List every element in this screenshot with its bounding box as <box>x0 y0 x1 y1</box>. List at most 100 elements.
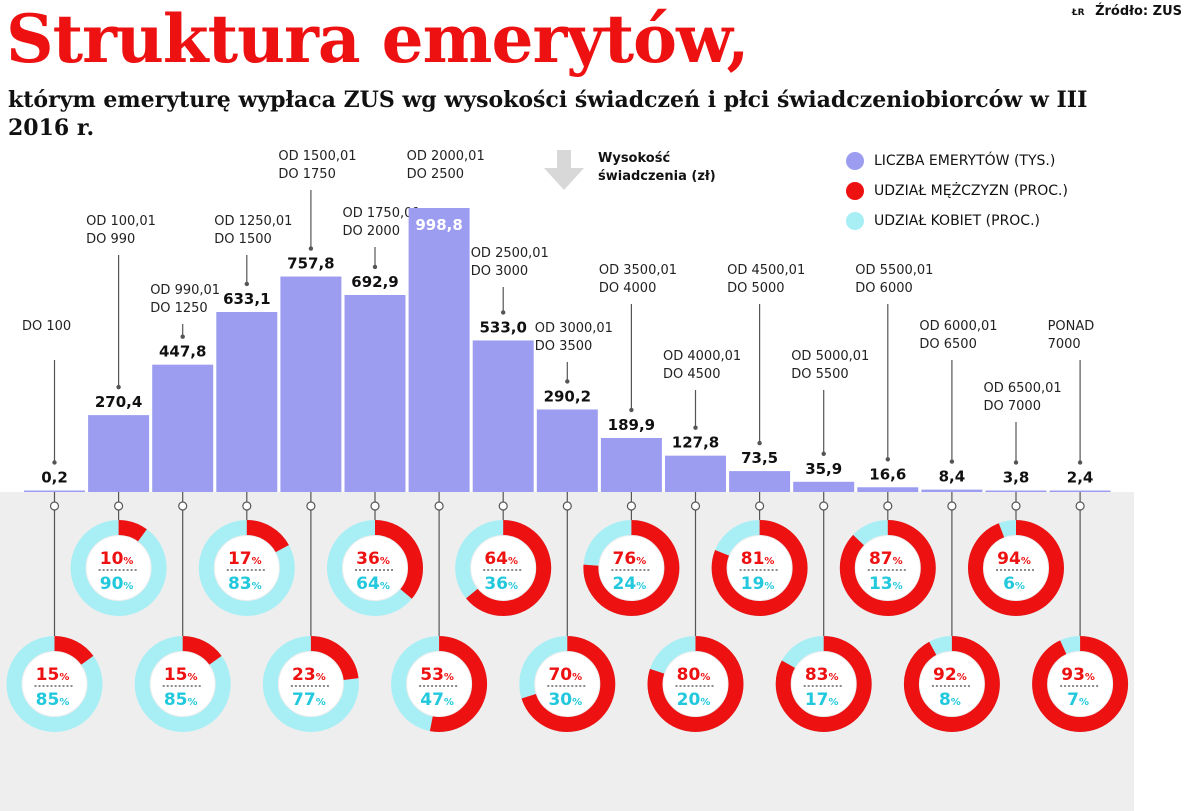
category-label: DO 2000 <box>343 224 400 239</box>
category-label: OD 2000,01 <box>407 149 485 164</box>
donut-hole <box>22 652 87 716</box>
bar-value-label: 73,5 <box>741 449 778 467</box>
category-label: DO 7000 <box>984 399 1041 414</box>
category-label: DO 6500 <box>919 337 976 352</box>
donut-men <box>391 636 488 732</box>
page-subtitle: którym emeryturę wypłaca ZUS wg wysokośc… <box>8 87 1088 141</box>
leader-dot <box>1013 460 1019 465</box>
category-label: DO 4500 <box>663 367 720 382</box>
bar-value-label: 127,8 <box>672 434 719 452</box>
leader-dot <box>629 407 634 413</box>
donut-hole <box>407 652 472 716</box>
legend-label-men: UDZIAŁ MĘŻCZYZN (PROC.) <box>874 183 1068 199</box>
connector-dot <box>562 501 572 511</box>
category-label: OD 5500,01 <box>855 263 933 278</box>
leader-dot <box>1077 460 1083 465</box>
bar-value-label: 270,4 <box>95 393 142 411</box>
category-label: PONAD <box>1048 319 1095 334</box>
donut-men <box>134 636 231 732</box>
source-text: Źródło: ZUS <box>1095 4 1182 19</box>
leader-dot <box>52 460 57 465</box>
leader-dot <box>308 246 314 251</box>
donut-hole <box>86 536 151 600</box>
category-label: OD 6500,01 <box>984 381 1062 396</box>
leader-dot <box>244 281 249 287</box>
donut-men <box>6 636 103 732</box>
category-label: DO 6000 <box>855 281 912 296</box>
bar-value-label: 447,8 <box>159 343 206 361</box>
category-label: DO 4000 <box>599 281 656 296</box>
connector-dot <box>754 501 765 511</box>
leader-dot <box>180 334 185 339</box>
bar-value-label: 0,2 <box>41 469 68 487</box>
bar <box>985 490 1047 492</box>
category-label: OD 2500,01 <box>471 246 549 261</box>
legend-swatch-men <box>846 182 864 200</box>
bar-value-label: 757,8 <box>287 255 334 273</box>
category-label: DO 1750 <box>278 167 335 182</box>
category-label: OD 6000,01 <box>919 319 997 334</box>
bar-value-label: 35,9 <box>805 460 842 478</box>
benefit-height-label-line1: Wysokość <box>598 151 671 166</box>
legend-label-women: UDZIAŁ KOBIET (PROC.) <box>874 213 1040 229</box>
bar-value-label: 633,1 <box>223 290 270 308</box>
leader-dot <box>885 457 890 462</box>
donut-men <box>711 520 808 616</box>
source-credit: ŁR Źródło: ZUS <box>1072 4 1182 19</box>
legend: LICZBA EMERYTÓW (TYS.) UDZIAŁ MĘŻCZYZN (… <box>846 146 1068 236</box>
donut-men <box>647 636 744 732</box>
leader-dot <box>565 379 570 384</box>
connector-dot <box>498 501 508 511</box>
donut-hole <box>1048 652 1113 716</box>
bar <box>793 481 855 492</box>
bar-value-label: 290,2 <box>544 387 591 405</box>
connector-dot <box>434 501 444 511</box>
bar-value-label: 998,8 <box>415 216 462 234</box>
donut-hole <box>984 536 1048 600</box>
category-label: OD 3500,01 <box>599 263 677 278</box>
donut-hole <box>727 536 792 600</box>
donut-men <box>775 636 872 732</box>
bar <box>152 364 214 492</box>
bar <box>88 415 150 492</box>
legend-label-count: LICZBA EMERYTÓW (TYS.) <box>874 153 1056 169</box>
donut-men <box>262 636 359 732</box>
category-label: DO 1250 <box>150 301 207 316</box>
bar-value-label: 2,4 <box>1067 469 1094 487</box>
donut-men <box>455 520 552 616</box>
category-label: OD 4500,01 <box>727 263 805 278</box>
bar <box>472 340 534 492</box>
bar-value-label: 189,9 <box>608 416 655 434</box>
bar <box>921 489 983 492</box>
leader-dot <box>949 459 955 464</box>
donut-hole <box>663 652 728 716</box>
donut-hole <box>535 652 600 716</box>
donut-men <box>519 636 616 732</box>
bar <box>665 455 726 492</box>
donut-men <box>839 520 936 616</box>
category-label: OD 3000,01 <box>535 321 613 336</box>
category-label: DO 2500 <box>407 167 464 182</box>
bar <box>216 311 278 492</box>
legend-item-men: UDZIAŁ MĘŻCZYZN (PROC.) <box>846 176 1068 206</box>
donut-men <box>198 520 295 616</box>
connector-dot <box>1011 501 1021 511</box>
bar <box>408 208 470 492</box>
connector-dot <box>113 501 124 511</box>
connector-dot <box>49 501 60 511</box>
leader-dot <box>821 451 826 456</box>
bar <box>280 276 342 492</box>
legend-item-count: LICZBA EMERYTÓW (TYS.) <box>846 146 1068 176</box>
donut-hole <box>343 536 407 600</box>
leader-dot <box>372 264 378 270</box>
bar <box>1049 490 1111 492</box>
category-label: 7000 <box>1048 337 1081 352</box>
donut-hole <box>150 652 215 716</box>
donut-men <box>968 520 1064 616</box>
connector-dot <box>242 501 252 511</box>
category-label: DO 5000 <box>727 281 784 296</box>
category-label: OD 1750,01 <box>343 206 421 221</box>
arrow-down-icon <box>544 150 584 190</box>
donut-hole <box>599 536 664 600</box>
